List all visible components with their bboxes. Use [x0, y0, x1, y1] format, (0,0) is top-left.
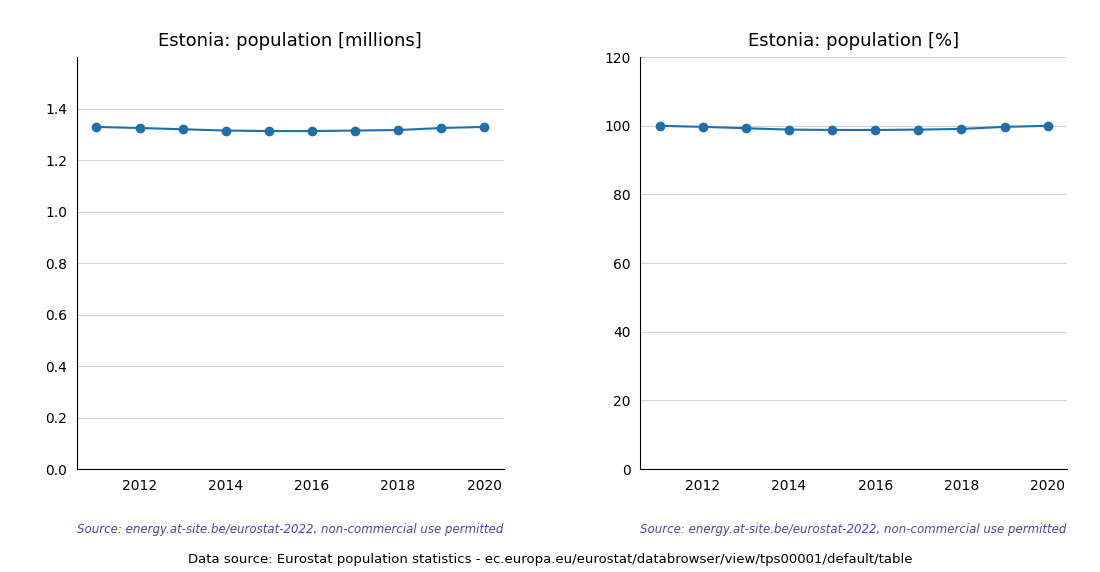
Title: Estonia: population [%]: Estonia: population [%]	[748, 32, 959, 50]
Text: Data source: Eurostat population statistics - ec.europa.eu/eurostat/databrowser/: Data source: Eurostat population statist…	[188, 553, 912, 566]
Title: Estonia: population [millions]: Estonia: population [millions]	[158, 32, 422, 50]
Text: Source: energy.at-site.be/eurostat-2022, non-commercial use permitted: Source: energy.at-site.be/eurostat-2022,…	[77, 523, 504, 535]
Text: Source: energy.at-site.be/eurostat-2022, non-commercial use permitted: Source: energy.at-site.be/eurostat-2022,…	[640, 523, 1067, 535]
